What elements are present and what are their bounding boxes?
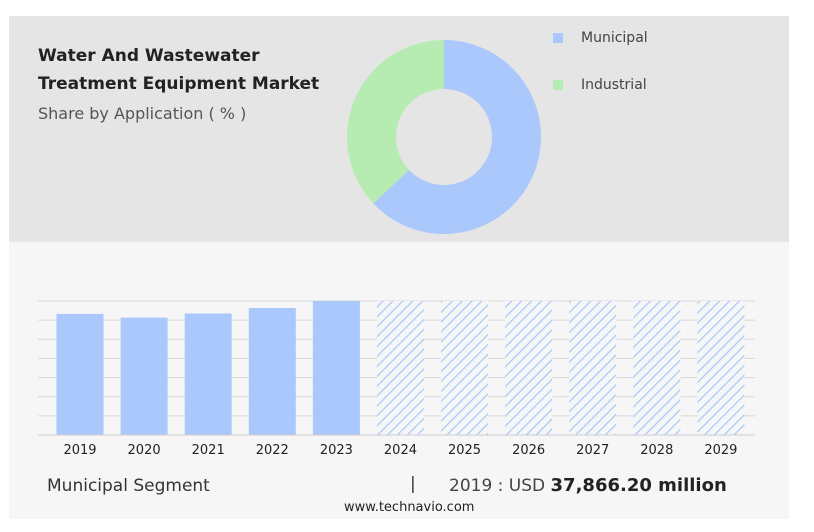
legend-swatch-municipal bbox=[553, 33, 563, 43]
x-tick-label: 2020 bbox=[128, 443, 161, 458]
x-tick-label: 2028 bbox=[640, 443, 673, 458]
segment-value-amount: 37,866.20 million bbox=[550, 475, 727, 496]
bar-forecast-2025 bbox=[441, 301, 489, 435]
chart-subtitle: Share by Application ( % ) bbox=[38, 104, 247, 123]
bar-forecast-2026 bbox=[505, 301, 553, 435]
bar-forecast-2024 bbox=[376, 301, 424, 435]
x-tick-label: 2023 bbox=[320, 443, 353, 458]
x-tick-label: 2022 bbox=[256, 443, 289, 458]
chart-title-line2: Treatment Equipment Market bbox=[38, 74, 320, 94]
x-tick-label: 2019 bbox=[63, 443, 96, 458]
bar-forecast-2028 bbox=[633, 301, 681, 435]
segment-value: 2019 : USD 37,866.20 million bbox=[449, 475, 727, 496]
bar-2019 bbox=[56, 313, 104, 435]
x-tick-label: 2027 bbox=[576, 443, 609, 458]
bar-2022 bbox=[248, 308, 296, 435]
bar-2021 bbox=[184, 313, 232, 435]
segment-label: Municipal Segment bbox=[47, 476, 210, 496]
bar-forecast-2027 bbox=[569, 301, 617, 435]
footer-separator: | bbox=[410, 474, 416, 494]
donut-slice-municipal bbox=[373, 40, 541, 234]
donut-slice-industrial bbox=[347, 40, 444, 204]
x-tick-label: 2025 bbox=[448, 443, 481, 458]
bar-2023 bbox=[312, 301, 360, 435]
legend-item-industrial: Industrial bbox=[553, 77, 647, 93]
legend-item-municipal: Municipal bbox=[553, 30, 648, 46]
chart-title-line1: Water And Wastewater bbox=[38, 46, 260, 66]
x-tick-label: 2021 bbox=[192, 443, 225, 458]
bar-forecast-2029 bbox=[697, 301, 745, 435]
segment-value-prefix: 2019 : USD bbox=[449, 476, 546, 496]
bar-2020 bbox=[120, 317, 168, 435]
legend-label-municipal: Municipal bbox=[581, 30, 648, 46]
x-tick-label: 2029 bbox=[704, 443, 737, 458]
legend-swatch-industrial bbox=[553, 80, 563, 90]
x-tick-label: 2024 bbox=[384, 443, 417, 458]
x-tick-label: 2026 bbox=[512, 443, 545, 458]
legend-label-industrial: Industrial bbox=[581, 77, 647, 93]
source-url: www.technavio.com bbox=[344, 500, 475, 515]
